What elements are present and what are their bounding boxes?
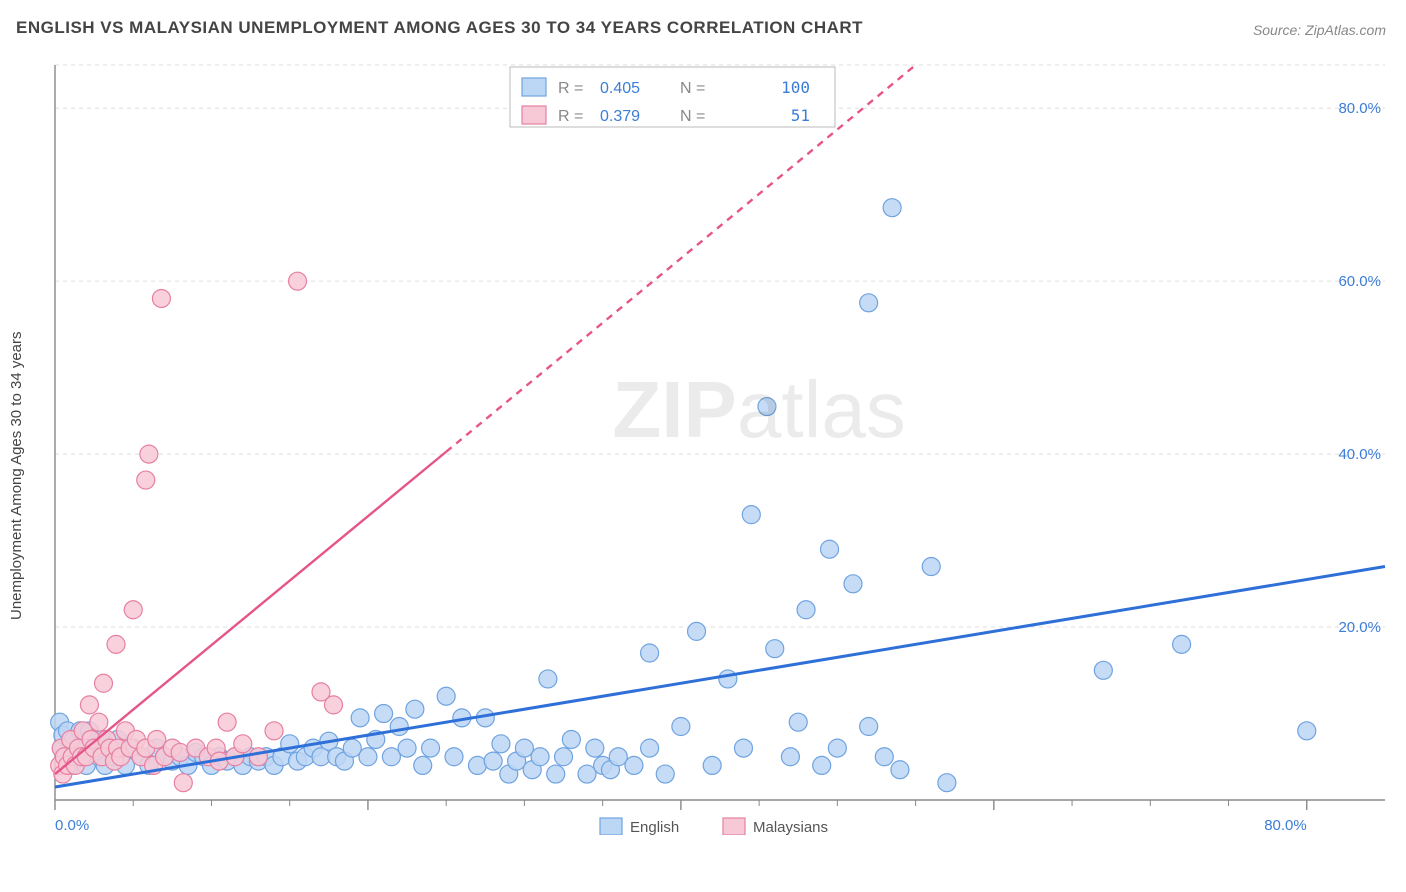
svg-text:60.0%: 60.0% [1338,273,1381,290]
svg-text:0.405: 0.405 [600,80,640,97]
svg-text:Malaysians: Malaysians [753,819,828,835]
y-axis-label: Unemployment Among Ages 30 to 34 years [8,331,25,620]
svg-text:R =: R = [558,80,583,97]
svg-text:100: 100 [781,78,810,97]
svg-text:20.0%: 20.0% [1338,619,1381,636]
svg-text:0.0%: 0.0% [55,817,89,834]
svg-text:80.0%: 80.0% [1264,817,1307,834]
correlation-chart: 0.0% 80.0% 20.0% 40.0% 60.0% 80.0% R = 0.405 N… [50,55,1390,835]
source-label: Source: ZipAtlas.com [1253,22,1386,38]
svg-text:51: 51 [791,106,810,125]
svg-text:N =: N = [680,80,705,97]
svg-text:40.0%: 40.0% [1338,446,1381,463]
svg-text:80.0%: 80.0% [1338,100,1381,117]
svg-text:ZIPatlas: ZIPatlas [612,365,905,454]
svg-text:N =: N = [680,108,705,125]
chart-title: ENGLISH VS MALAYSIAN UNEMPLOYMENT AMONG … [16,18,863,38]
svg-text:0.379: 0.379 [600,108,640,125]
svg-text:R =: R = [558,108,583,125]
svg-text:English: English [630,819,679,835]
